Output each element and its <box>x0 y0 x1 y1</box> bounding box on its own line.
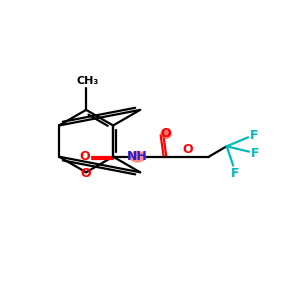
Text: NH: NH <box>127 150 148 163</box>
Text: F: F <box>250 129 259 142</box>
Text: O: O <box>80 150 91 163</box>
Text: F: F <box>230 167 239 179</box>
Ellipse shape <box>129 151 146 163</box>
Text: CH₃: CH₃ <box>76 76 99 86</box>
Ellipse shape <box>160 129 172 139</box>
Text: O: O <box>81 167 92 180</box>
Text: O: O <box>161 127 171 140</box>
Text: F: F <box>251 147 260 160</box>
Text: O: O <box>182 143 193 156</box>
